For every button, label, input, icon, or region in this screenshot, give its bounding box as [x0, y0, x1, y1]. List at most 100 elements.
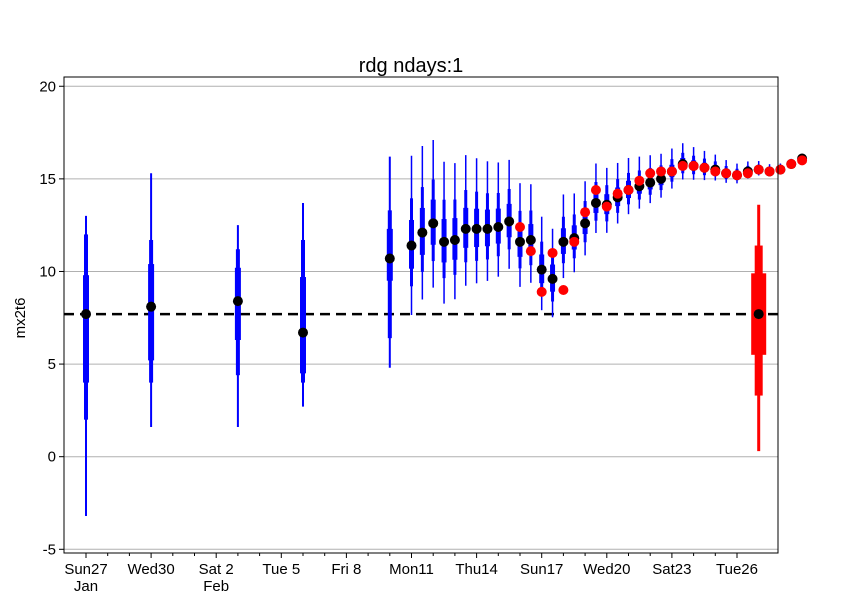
box — [474, 158, 480, 284]
highlight-dot — [515, 222, 525, 233]
y-tick-label: -5 — [43, 541, 56, 558]
box — [419, 146, 425, 300]
median-dot — [384, 253, 395, 264]
highlight-dot — [721, 168, 732, 179]
median-dot — [558, 236, 569, 247]
x-tick-label: Tue 5 — [262, 561, 300, 578]
median-dot — [590, 197, 601, 208]
x-tick-label: Wed20 — [583, 561, 630, 578]
median-dot — [232, 296, 243, 307]
grid-lines — [64, 85, 778, 550]
x-tick-label: Tue26 — [716, 561, 758, 578]
box — [409, 155, 414, 315]
x-tick-label: Fri 8 — [331, 561, 361, 578]
x-tick-label: Sat23 — [652, 561, 691, 578]
y-tick-label: 5 — [48, 356, 56, 373]
highlight-dot — [753, 164, 764, 175]
box — [751, 204, 767, 452]
median-dot — [482, 223, 493, 234]
box — [528, 184, 534, 283]
highlight-dot — [677, 160, 688, 171]
median-dot — [547, 273, 558, 284]
box — [550, 228, 556, 318]
box — [560, 194, 566, 279]
highlight-dot — [536, 286, 547, 297]
highlight-dot — [699, 162, 710, 173]
y-axis: -5 0 5 10 15 20 — [39, 78, 64, 558]
x-tick-label: Sun27 — [64, 561, 107, 578]
box — [571, 193, 577, 273]
median-dot — [580, 218, 591, 229]
median-dot — [298, 327, 308, 338]
box-inner — [148, 264, 155, 361]
box-inner — [83, 275, 89, 383]
median-dot — [428, 218, 439, 229]
median-dot — [525, 234, 536, 245]
y-tick-label: 10 — [39, 263, 56, 280]
highlight-dot — [742, 168, 753, 179]
highlight-dot — [580, 207, 591, 218]
plot-frame — [63, 76, 779, 554]
median-dot — [449, 234, 460, 245]
highlight-dot — [786, 159, 797, 170]
chart-title: rdg ndays:1 — [359, 55, 464, 77]
median-dot — [146, 301, 157, 312]
median-dot — [81, 309, 91, 320]
highlight-dot — [732, 170, 742, 181]
box — [83, 215, 89, 516]
highlight-dot — [645, 168, 656, 179]
box — [234, 225, 241, 428]
highlight-dot — [612, 188, 623, 199]
box — [300, 202, 306, 407]
median-dots — [81, 153, 808, 338]
x-tick-label: Mon11 — [389, 561, 434, 578]
x-tick-sublabel: Feb — [203, 578, 229, 595]
median-dot — [439, 236, 450, 247]
median-dot — [406, 240, 417, 251]
highlight-dot — [590, 184, 601, 195]
highlight-dot — [558, 284, 569, 295]
x-tick-sublabel: Jan — [74, 578, 98, 595]
box-inner — [300, 277, 306, 374]
highlight-dot — [764, 166, 775, 177]
box — [148, 173, 155, 428]
box — [463, 155, 469, 286]
highlight-dot — [688, 160, 699, 171]
y-tick-label: 20 — [39, 78, 56, 95]
x-tick-label: Wed30 — [127, 561, 174, 578]
box — [506, 159, 512, 269]
highlight-dot — [666, 166, 677, 177]
x-tick-label: Thu14 — [455, 561, 498, 578]
median-dot — [656, 173, 667, 184]
ensemble-boxes — [83, 140, 805, 516]
highlight-dot — [525, 246, 536, 257]
box — [441, 161, 447, 304]
highlight-dot — [547, 247, 558, 258]
box — [430, 140, 436, 288]
median-dot — [504, 216, 515, 227]
highlight-dot — [710, 166, 721, 177]
highlight-dot — [601, 201, 612, 212]
median-dot — [536, 264, 547, 275]
highlight-dot — [797, 155, 808, 166]
median-dot — [471, 223, 482, 234]
highlight-dot — [569, 236, 580, 247]
median-dot — [493, 222, 504, 233]
highlight-dot — [656, 166, 667, 177]
box — [452, 163, 458, 300]
x-tick-label: Sat 2 — [199, 561, 234, 578]
y-tick-label: 0 — [48, 449, 56, 466]
box — [495, 162, 501, 277]
median-dot — [460, 223, 471, 234]
highlight-dot — [623, 184, 634, 195]
highlight-dot — [634, 175, 645, 186]
median-dot — [645, 177, 656, 188]
median-dot — [515, 236, 525, 247]
x-tick-label: Sun17 — [520, 561, 563, 578]
y-axis-label: mx2t6 — [12, 298, 29, 339]
median-dot — [753, 309, 764, 320]
y-tick-label: 15 — [39, 171, 56, 188]
highlight-dot — [775, 164, 786, 175]
